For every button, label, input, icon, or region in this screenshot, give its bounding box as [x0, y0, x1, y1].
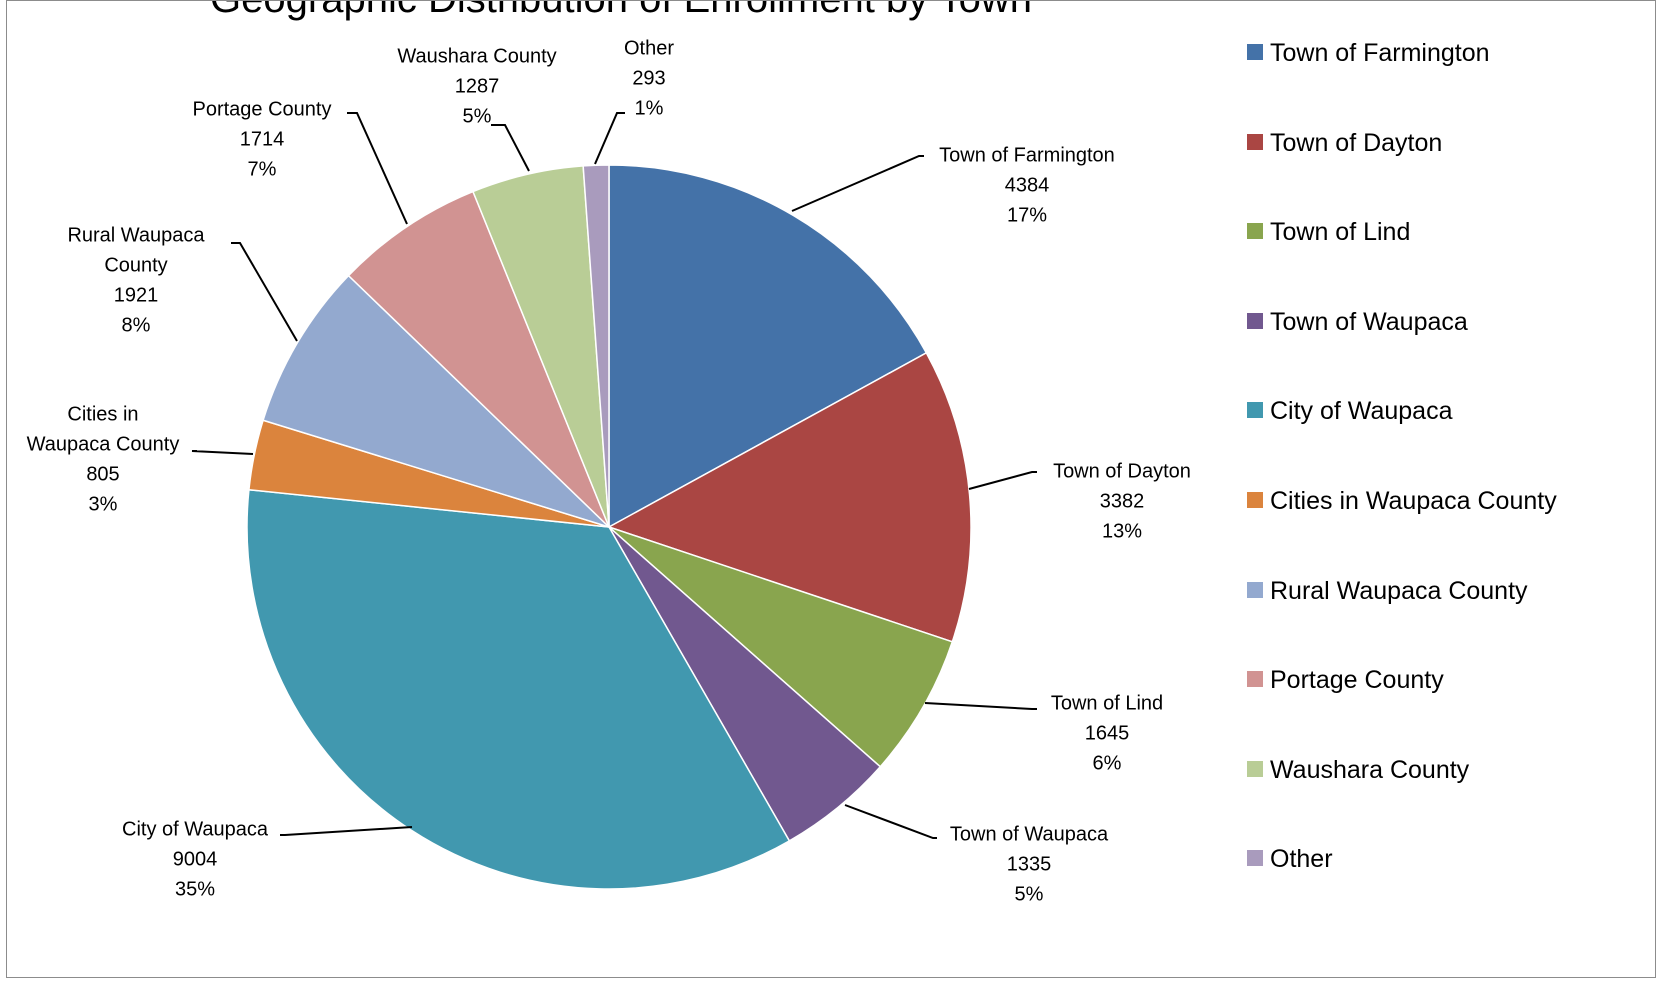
pie-slices [246, 164, 972, 890]
legend-label: Portage County [1270, 666, 1444, 695]
legend-label: Town of Waupaca [1270, 307, 1468, 336]
legend-swatch [1247, 671, 1263, 688]
leader-line [968, 471, 1037, 490]
pie-slice-rural-waupaca-county [262, 274, 610, 528]
data-label-line: Portage County [193, 98, 332, 120]
pie-slice-town-of-farmington [608, 164, 928, 529]
data-label: Waushara County 1287 5% [397, 45, 556, 127]
legend-label: Town of Farmington [1270, 39, 1490, 67]
data-label-line: Other [624, 37, 674, 59]
legend-item: Rural Waupaca County [1247, 573, 1647, 610]
data-label-line: 3% [89, 493, 118, 515]
data-label-line: 7% [248, 158, 277, 180]
legend-swatch [1247, 492, 1263, 508]
data-label-line: Rural Waupaca [67, 224, 205, 246]
legend-item: Cities in Waupaca County [1247, 483, 1647, 520]
data-label: Town of Dayton 3382 13% [1053, 460, 1191, 542]
data-label-line: Town of Dayton [1053, 460, 1191, 482]
data-label-line: County [104, 254, 167, 276]
data-label: Portage County 1714 7% [193, 98, 332, 180]
legend-swatch [1247, 402, 1263, 419]
leader-line [844, 804, 937, 839]
data-label-line: 805 [86, 463, 119, 485]
data-label-line: 4384 [1005, 174, 1050, 196]
legend-label: Cities in Waupaca County [1270, 487, 1557, 515]
data-label: Town of Lind 1645 6% [1051, 692, 1163, 774]
data-label-line: 13% [1102, 520, 1142, 542]
leader-line [594, 112, 625, 165]
legend-item: City of Waupaca [1247, 393, 1647, 430]
data-label-line: 5% [463, 105, 492, 127]
pie-slice-other [582, 164, 610, 528]
data-label-line: 8% [122, 314, 151, 336]
chart-title: Geographic Distribution of Enrollment by… [7, 1, 1235, 22]
leader-line [791, 155, 924, 212]
data-label-line: 1921 [114, 284, 159, 306]
legend-item: Town of Lind [1247, 214, 1647, 251]
data-label-line: 17% [1007, 204, 1047, 226]
leader-line [191, 450, 254, 455]
data-label-line: Cities in [67, 403, 138, 425]
data-label: Rural Waupaca County 1921 8% [67, 224, 205, 336]
data-label-line: Town of Waupaca [950, 823, 1109, 845]
data-labels: Town of Farmington 4384 17% Town of Dayton 3… [27, 37, 1191, 905]
data-label-line: 35% [175, 878, 215, 900]
legend-swatch [1247, 223, 1263, 240]
data-label-line: Town of Farmington [939, 144, 1115, 166]
data-label-line: 1335 [1007, 853, 1052, 875]
data-label-line: Waupaca County [27, 433, 180, 455]
leader-lines [191, 112, 1037, 839]
data-label-line: 5% [1015, 883, 1044, 905]
legend-swatch [1247, 133, 1263, 150]
pie-slice-city-of-waupaca [246, 488, 791, 890]
legend-item: Waushara County [1247, 752, 1647, 789]
legend-swatch [1247, 850, 1263, 867]
legend-label: City of Waupaca [1270, 397, 1453, 426]
data-label-line: 1% [635, 97, 664, 119]
legend-label: Waushara County [1270, 755, 1470, 784]
legend-label: Other [1270, 845, 1333, 874]
legend-swatch [1247, 760, 1263, 777]
data-label: Town of Waupaca 1335 5% [950, 823, 1109, 905]
legend-swatch [1247, 312, 1263, 329]
pie-slice-portage-county [347, 190, 610, 528]
legend-item: Town of Farmington [1247, 35, 1647, 72]
legend-item: Town of Waupaca [1247, 304, 1647, 341]
data-label-line: 293 [632, 67, 665, 89]
data-label-line: 9004 [173, 848, 218, 870]
leader-line [347, 112, 408, 225]
legend-swatch [1247, 44, 1263, 60]
chart-area: Geographic Distribution of Enrollment by… [6, 0, 1656, 978]
data-label-line: 1287 [455, 75, 500, 97]
pie-slice-town-of-dayton [607, 351, 972, 643]
data-label: City of Waupaca 9004 35% [122, 818, 269, 900]
leader-line [924, 702, 1037, 710]
data-label-line: 6% [1093, 752, 1122, 774]
data-label-line: Waushara County [397, 45, 556, 67]
legend-item: Other [1247, 841, 1647, 878]
data-label: Other 293 1% [624, 37, 674, 119]
pie-chart: Town of Farmington 4384 17% Town of Dayton 3… [27, 37, 1191, 905]
legend-item: Town of Dayton [1247, 125, 1647, 162]
data-label-line: 1714 [240, 128, 285, 150]
legend-label: Town of Lind [1270, 218, 1411, 247]
pie-slice-town-of-lind [608, 526, 954, 768]
data-label-line: City of Waupaca [122, 818, 269, 840]
leader-line [231, 242, 298, 342]
legend-label: Rural Waupaca County [1270, 576, 1528, 605]
leader-line [491, 124, 530, 172]
legend-swatch [1247, 581, 1263, 598]
data-label-line: Town of Lind [1051, 692, 1163, 714]
data-label-line: 3382 [1100, 490, 1145, 512]
data-label: Town of Farmington 4384 17% [939, 144, 1115, 226]
data-label: Cities in Waupaca County 805 3% [27, 403, 180, 515]
data-label-line: 1645 [1085, 722, 1130, 744]
legend-label: Town of Dayton [1270, 128, 1443, 157]
leader-line [280, 826, 413, 836]
legend-item: Portage County [1247, 662, 1647, 699]
